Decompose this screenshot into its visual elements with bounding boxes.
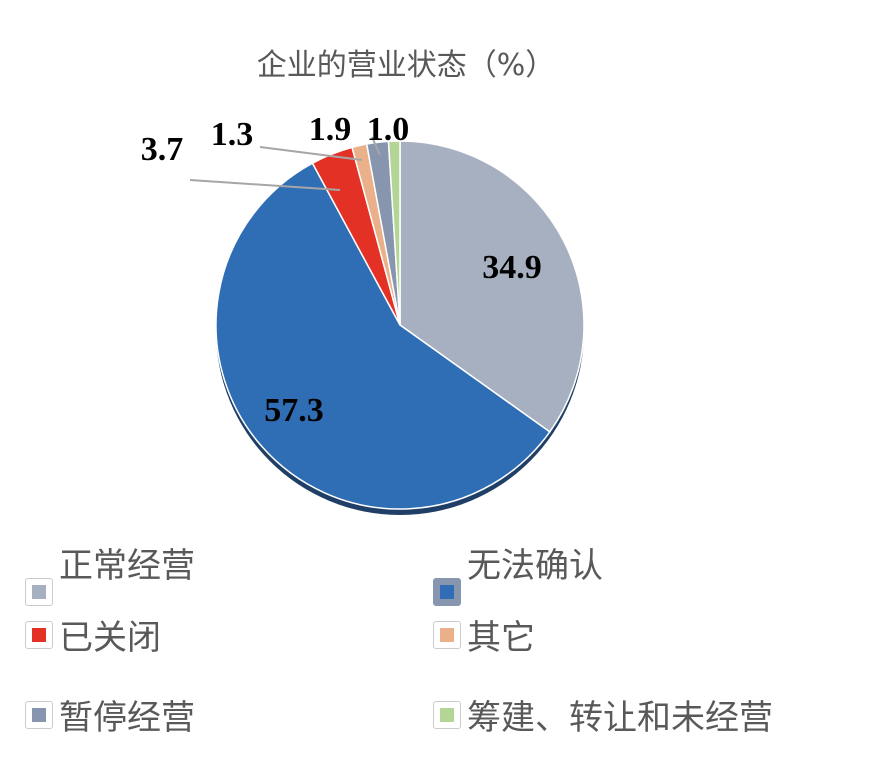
legend-marker xyxy=(433,578,461,606)
data-label: 1.9 xyxy=(309,111,352,148)
legend-marker xyxy=(25,700,53,729)
legend-marker xyxy=(25,620,53,649)
pie-slice xyxy=(399,140,585,433)
legend-label: 正常经营 xyxy=(59,546,195,586)
data-label: 34.9 xyxy=(482,249,542,286)
legend-label: 其它 xyxy=(467,618,535,658)
legend-label: 暂停经营 xyxy=(59,698,195,738)
legend-item[interactable]: 已关闭 xyxy=(25,610,161,659)
pie-slice xyxy=(387,140,401,326)
legend-marker xyxy=(433,620,461,649)
data-label: 57.3 xyxy=(264,392,324,429)
legend-item[interactable]: 正常经营 xyxy=(25,546,195,606)
data-label: 1.3 xyxy=(211,116,254,153)
chart-title: 企业的营业状态（%） xyxy=(256,48,556,83)
leader-line xyxy=(371,136,381,156)
data-label: 1.0 xyxy=(367,111,410,148)
leader-line xyxy=(259,146,363,161)
legend-item[interactable]: 暂停经营 xyxy=(25,690,195,739)
data-label: 3.7 xyxy=(141,131,184,168)
legend-label: 筹建、转让和未经营 xyxy=(467,698,773,738)
pie-slice xyxy=(215,162,551,510)
legend-item[interactable]: 无法确认 xyxy=(433,546,603,606)
legend-marker xyxy=(25,578,53,606)
legend-item[interactable]: 筹建、转让和未经营 xyxy=(433,690,773,739)
legend-label: 已关闭 xyxy=(59,618,161,658)
legend-label: 无法确认 xyxy=(467,546,603,586)
leader-line xyxy=(189,179,341,191)
legend-marker xyxy=(433,700,461,729)
legend-item[interactable]: 其它 xyxy=(433,610,535,659)
